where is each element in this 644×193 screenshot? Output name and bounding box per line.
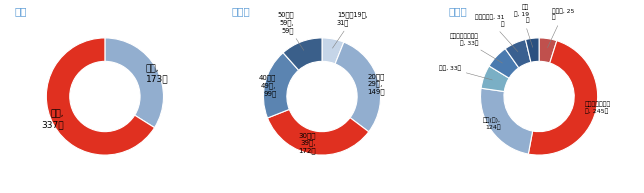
Text: 30歳～
39歳,
172人: 30歳～ 39歳, 172人: [298, 132, 316, 154]
Text: その他, 25
人: その他, 25 人: [547, 8, 574, 48]
Text: 15歳～19歳,
31人: 15歳～19歳, 31人: [332, 12, 368, 48]
Wedge shape: [528, 41, 598, 155]
Text: 無職, 33人: 無職, 33人: [439, 66, 492, 80]
Text: 女性,
337人: 女性, 337人: [41, 109, 64, 129]
Text: フリーター, 31
人: フリーター, 31 人: [475, 15, 518, 52]
Wedge shape: [283, 38, 322, 70]
Text: 高校
生, 19
人: 高校 生, 19 人: [515, 5, 533, 47]
Wedge shape: [267, 109, 369, 155]
Wedge shape: [539, 38, 557, 63]
Text: 属性別: 属性別: [448, 6, 467, 16]
Wedge shape: [46, 38, 155, 155]
Wedge shape: [481, 66, 509, 91]
Wedge shape: [489, 49, 519, 78]
Text: 大学生・専門学校
生, 33人: 大学生・専門学校 生, 33人: [450, 34, 502, 63]
Text: 40歳～
49歳,
99人: 40歳～ 49歳, 99人: [259, 75, 276, 96]
Text: 性別: 性別: [14, 6, 26, 16]
Text: 年齢別: 年齢別: [231, 6, 250, 16]
Text: 男性,
173人: 男性, 173人: [146, 64, 169, 84]
Wedge shape: [480, 88, 533, 154]
Wedge shape: [105, 38, 164, 128]
Text: 正社員・契約社
員, 245人: 正社員・契約社 員, 245人: [585, 102, 611, 114]
Wedge shape: [263, 53, 299, 118]
Wedge shape: [526, 38, 539, 62]
Text: 20歳～
29歳,
149人: 20歳～ 29歳, 149人: [367, 73, 384, 95]
Wedge shape: [506, 40, 531, 68]
Text: 主婦(夫),
124人: 主婦(夫), 124人: [483, 118, 501, 130]
Wedge shape: [335, 42, 381, 132]
Text: 50歳～
59歳,
59人: 50歳～ 59歳, 59人: [278, 12, 304, 50]
Wedge shape: [322, 38, 344, 64]
